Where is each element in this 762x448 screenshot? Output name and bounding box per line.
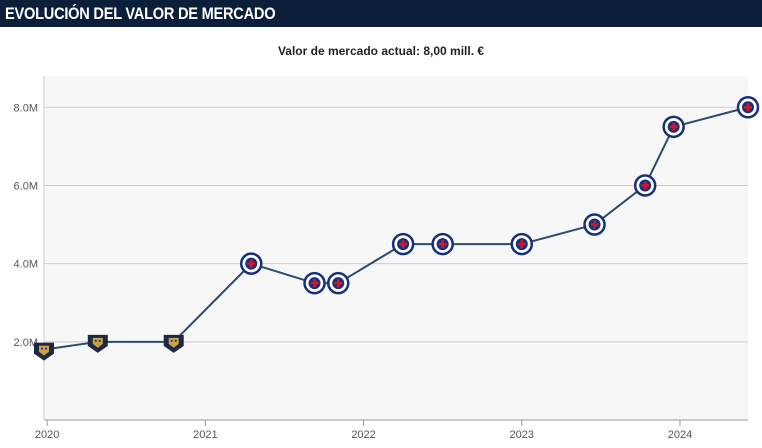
pumas-crest-eye xyxy=(174,339,177,342)
y-tick-label: 8.0M xyxy=(14,102,38,114)
data-point xyxy=(510,232,534,256)
cruz-azul-cross-v xyxy=(746,103,750,112)
pumas-crest-eye xyxy=(98,339,101,342)
widget-header: EVOLUCIÓN DEL VALOR DE MERCADO xyxy=(0,0,762,27)
data-point xyxy=(391,232,415,256)
y-tick-label: 6.0M xyxy=(14,180,38,192)
cruz-azul-cross-v xyxy=(520,240,524,249)
pumas-crest-eye xyxy=(170,339,173,342)
data-markers xyxy=(34,96,760,361)
cruz-azul-cross-v xyxy=(441,240,444,249)
cruz-azul-cross-v xyxy=(249,259,253,268)
y-tick-label: 4.0M xyxy=(14,259,38,271)
data-point xyxy=(736,96,760,119)
data-point xyxy=(87,334,108,353)
y-axis: 2.0M 4.0M 6.0M 8.0M xyxy=(14,102,38,349)
cruz-azul-cross-v xyxy=(401,240,405,249)
x-tick-label: 2021 xyxy=(193,429,217,441)
cruz-azul-cross-v xyxy=(593,220,596,229)
data-point xyxy=(633,174,657,197)
x-axis: 2020 2021 2022 2023 2024 xyxy=(35,76,748,441)
x-tick-label: 2024 xyxy=(668,429,692,441)
pumas-crest-eye xyxy=(45,347,47,350)
data-point xyxy=(303,271,326,295)
data-point xyxy=(163,334,184,353)
data-point xyxy=(662,115,685,139)
current-value-amount: 8,00 mill. € xyxy=(423,44,485,58)
x-tick-label: 2023 xyxy=(510,429,534,441)
current-market-value: Valor de mercado actual: 8,00 mill. € xyxy=(0,44,762,58)
pumas-crest-eye xyxy=(94,339,97,342)
widget-title: EVOLUCIÓN DEL VALOR DE MERCADO xyxy=(5,4,276,23)
data-point xyxy=(239,252,263,275)
cruz-azul-cross-v xyxy=(643,181,647,190)
cruz-azul-cross-v xyxy=(336,279,340,288)
data-point xyxy=(431,232,454,256)
y-tick-label: 2.0M xyxy=(14,337,38,349)
data-point xyxy=(327,271,350,295)
x-tick-label: 2022 xyxy=(351,429,375,441)
pumas-crest-eye xyxy=(41,347,43,350)
current-value-label: Valor de mercado actual: xyxy=(277,44,420,58)
x-tick-label: 2020 xyxy=(35,429,59,441)
data-point xyxy=(34,342,54,361)
cruz-azul-cross-v xyxy=(672,122,675,131)
cruz-azul-cross-v xyxy=(313,279,316,288)
data-point xyxy=(583,213,606,236)
